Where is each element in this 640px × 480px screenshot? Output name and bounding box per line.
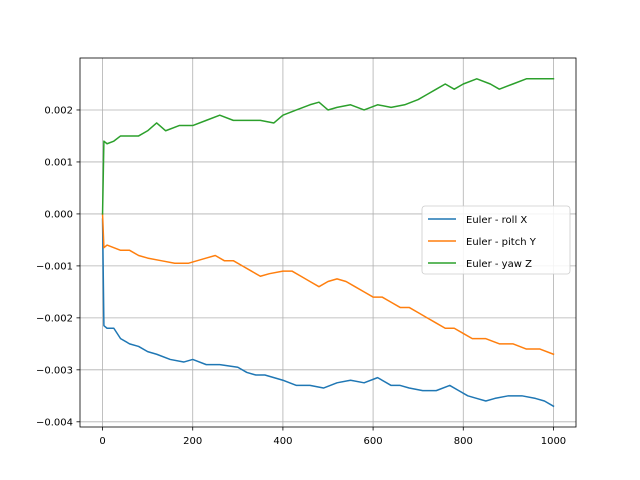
- y-tick-label: −0.004: [36, 417, 73, 428]
- y-tick-label: 0.002: [44, 105, 73, 116]
- y-tick-label: 0.001: [44, 157, 73, 168]
- legend-label: Euler - roll X: [466, 215, 527, 226]
- y-tick-label: −0.001: [36, 261, 73, 272]
- y-tick-label: 0.000: [44, 209, 73, 220]
- series-line-1: [101, 213, 555, 356]
- x-tick-label: 1000: [541, 436, 566, 447]
- series-line-2: [101, 78, 555, 215]
- legend-label: Euler - pitch Y: [466, 237, 537, 248]
- x-tick-label: 800: [454, 436, 473, 447]
- legend-box: [421, 205, 571, 275]
- x-tick-label: 0: [99, 436, 105, 447]
- y-tick-label: −0.002: [36, 313, 73, 324]
- axes-frame: [79, 57, 577, 428]
- legend-label: Euler - yaw Z: [466, 259, 532, 270]
- series-line-0: [101, 218, 555, 408]
- x-tick-label: 400: [273, 436, 292, 447]
- x-tick-label: 600: [364, 436, 383, 447]
- x-tick-label: 200: [183, 436, 202, 447]
- y-tick-label: −0.003: [36, 365, 73, 376]
